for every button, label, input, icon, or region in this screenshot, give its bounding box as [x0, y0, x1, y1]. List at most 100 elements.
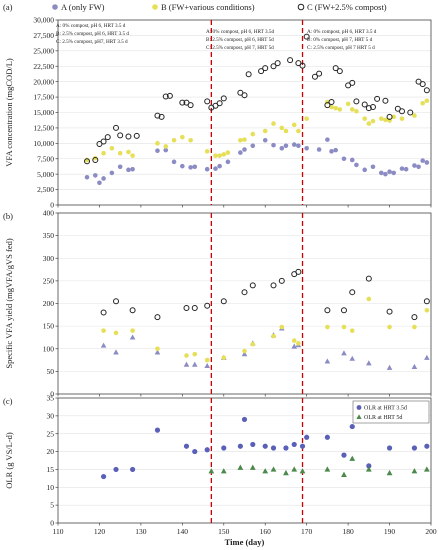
- legend-a-label: A (only FW): [61, 2, 105, 12]
- annotation-2-line-a: A: 0% compost, pH 6, HRT 3.5d: [206, 29, 274, 35]
- point-series-c: [270, 282, 277, 289]
- point-olr-hrt5: [365, 466, 372, 472]
- y-tick-label: 100: [43, 344, 55, 353]
- point-olr-hrt35: [291, 441, 297, 448]
- point-series-b: [155, 141, 160, 146]
- y-tick-label: 50: [47, 367, 55, 376]
- point-series-b: [163, 144, 169, 149]
- point-series-b: [362, 116, 367, 121]
- point-olr-hrt35: [386, 445, 393, 451]
- y-tick-label: 22,500: [33, 62, 54, 71]
- point-series-b: [271, 121, 276, 126]
- x-tick-label: 160: [260, 527, 272, 536]
- point-series-c: [191, 305, 198, 312]
- point-series-c: [423, 87, 430, 94]
- point-series-b: [412, 113, 417, 118]
- point-series-b: [271, 333, 276, 339]
- point-series-b: [192, 351, 198, 357]
- point-series-b: [250, 341, 256, 347]
- point-series-a: [250, 143, 256, 149]
- point-olr-hrt5: [237, 464, 244, 470]
- point-series-c: [299, 62, 306, 69]
- point-series-c: [154, 112, 161, 119]
- annotation-1-line-c: C: 2.5% compost, pH7, HRT 3.5 d: [56, 39, 128, 45]
- point-series-a: [155, 148, 160, 154]
- point-series-b: [109, 145, 115, 151]
- y-tick-label: 5,000: [37, 170, 54, 179]
- point-olr-hrt35: [411, 445, 418, 451]
- y-axis-label: VFA concentration (mgCOD/L): [4, 58, 14, 167]
- point-series-c: [262, 65, 269, 72]
- point-series-b: [188, 137, 193, 143]
- point-series-a: [225, 159, 231, 165]
- point-series-c: [117, 132, 124, 139]
- point-series-a: [370, 164, 376, 170]
- point-series-b: [279, 125, 285, 131]
- y-tick-label: 0: [50, 390, 54, 399]
- point-olr-hrt5: [341, 471, 347, 477]
- annotation-3-line-a: A: 0% compost, pH 6, HRT 3.5 d: [307, 29, 377, 35]
- point-olr-hrt35: [250, 441, 256, 448]
- point-series-a: [324, 358, 331, 364]
- point-series-a: [424, 354, 430, 360]
- point-series-a: [399, 166, 405, 171]
- point-series-c: [340, 307, 347, 314]
- point-series-b: [366, 296, 372, 302]
- x-tick-label: 120: [94, 527, 106, 536]
- annotation-block-2: A: 0% compost, pH 6, HRT 3.5d B: 2.5% co…: [206, 29, 274, 51]
- point-series-c: [369, 103, 376, 110]
- point-series-a: [424, 160, 430, 165]
- point-series-c: [386, 308, 393, 315]
- point-series-c: [303, 33, 310, 40]
- point-series-a: [101, 176, 106, 181]
- legend-hrt5-label: OLR at HRT 5d: [364, 415, 402, 421]
- y-axis-label: Specific VFA yield (mgVFA/gVS fed): [4, 238, 14, 368]
- point-series-a: [316, 147, 322, 152]
- point-olr-hrt5: [299, 468, 306, 474]
- point-olr-hrt35: [283, 445, 289, 451]
- y-tick-label: 7,500: [37, 154, 54, 163]
- point-series-c: [407, 109, 414, 116]
- point-series-a: [411, 363, 418, 369]
- point-series-b: [221, 152, 227, 157]
- y-tick-label: 27,500: [33, 31, 54, 40]
- point-series-b: [337, 107, 343, 112]
- panel-b-chart: 0 50 100 150 200 250 300 350 400 Specific VFA yie…: [4, 209, 432, 399]
- point-series-b: [117, 150, 123, 156]
- point-series-a: [291, 142, 297, 147]
- point-series-b: [225, 150, 231, 155]
- point-olr-hrt5: [411, 468, 418, 474]
- y-tick-label: 15: [47, 465, 55, 474]
- point-series-b: [130, 153, 135, 158]
- point-series-b: [283, 128, 289, 134]
- point-series-c: [336, 68, 343, 75]
- y-tick-label: 0: [50, 519, 54, 528]
- legend-c-label: C (FW+2.5% compost): [307, 2, 387, 12]
- point-series-b: [291, 122, 297, 128]
- point-series-c: [349, 289, 356, 296]
- point-series-a: [129, 334, 136, 340]
- point-series-b: [304, 116, 309, 121]
- point-series-a: [183, 361, 190, 367]
- point-series-c: [311, 73, 318, 80]
- point-series-a: [333, 147, 338, 153]
- point-series-c: [411, 314, 418, 321]
- point-series-a: [262, 137, 268, 143]
- point-series-b: [370, 118, 376, 124]
- point-series-c: [84, 158, 91, 165]
- point-series-c: [154, 314, 161, 321]
- point-series-a: [420, 158, 426, 163]
- point-series-c: [270, 63, 277, 70]
- point-series-a: [113, 349, 119, 355]
- point-series-a: [204, 362, 210, 369]
- point-series-a: [296, 143, 301, 149]
- point-olr-hrt35: [341, 452, 347, 458]
- point-series-b: [171, 137, 177, 143]
- point-olr-hrt35: [324, 434, 330, 440]
- y-tick-label: 350: [43, 231, 55, 240]
- legend-hrt35-label: OLR at HRT 3.5d: [364, 406, 407, 412]
- point-series-b: [213, 153, 218, 158]
- y-tick-label: 17,500: [33, 93, 54, 102]
- point-series-b: [333, 105, 338, 111]
- point-series-a: [341, 156, 347, 162]
